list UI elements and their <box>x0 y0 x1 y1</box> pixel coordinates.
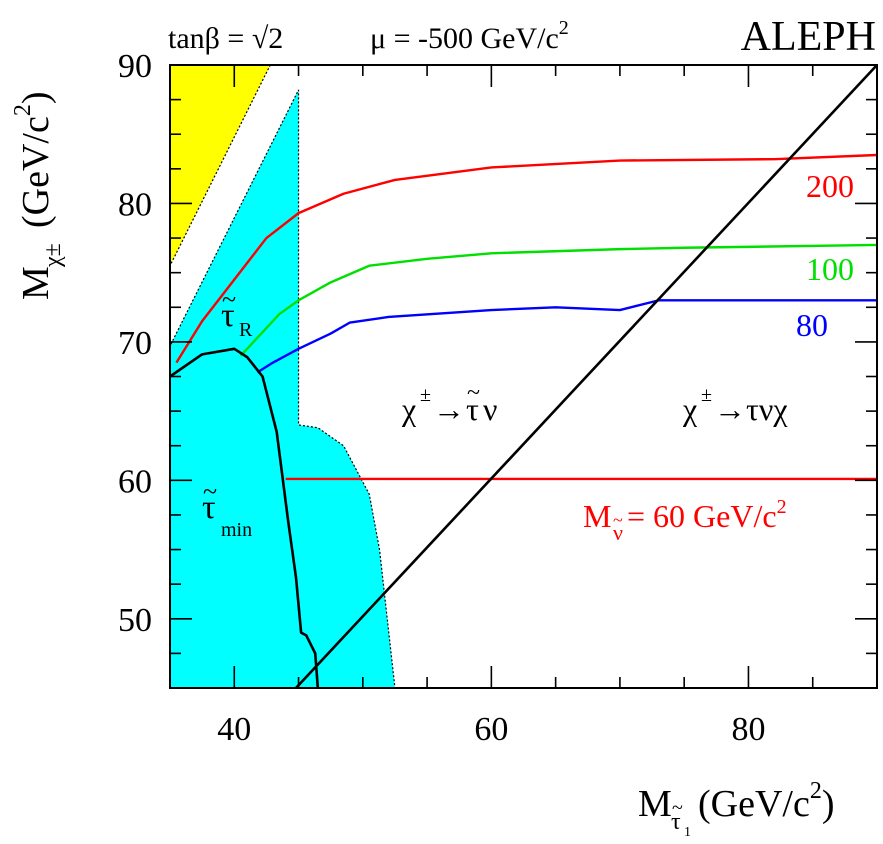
x-tick-label: 80 <box>731 711 765 748</box>
svg-text:ν: ν <box>613 520 623 545</box>
svg-text:(GeV/c2): (GeV/c2) <box>10 92 57 229</box>
chart-params-mu: μ = -500 GeV/c2 <box>370 17 569 55</box>
series-line-200 <box>175 153 877 364</box>
svg-text:~: ~ <box>222 285 236 314</box>
curve-label-80: 80 <box>796 307 828 343</box>
excluded-regions <box>170 65 396 688</box>
region-cyan-excluded <box>170 89 396 688</box>
svg-text:±: ± <box>701 384 712 406</box>
svg-text:τ: τ <box>466 391 479 427</box>
label-decay-to-stau: χ ± → τ ~ ν <box>401 380 497 427</box>
y-tick-label: 60 <box>118 463 152 500</box>
svg-text:τ: τ <box>671 809 681 835</box>
svg-text:±: ± <box>420 384 431 406</box>
svg-text:(GeV/c2): (GeV/c2) <box>698 778 835 825</box>
diagonal-kinematic-limit <box>295 65 877 688</box>
label-decay-three-body: χ ± →τνχ <box>682 384 788 427</box>
label-tau-r: τ ~ R <box>221 285 253 341</box>
svg-text:min: min <box>221 519 252 541</box>
label-tau-min: τ ~ min <box>202 477 252 541</box>
axis-ticks: 40 60 80 50 60 70 80 90 <box>118 48 878 748</box>
x-tick-label: 60 <box>474 711 508 748</box>
svg-text:~: ~ <box>672 797 683 819</box>
svg-text:χ: χ <box>401 391 417 427</box>
x-tick-label: 40 <box>217 711 251 748</box>
svg-text:~: ~ <box>467 380 480 406</box>
y-tick-label: 70 <box>118 325 152 362</box>
region-yellow-excluded <box>170 65 271 267</box>
x-axis-title: M τ ~ 1 (GeV/c2) <box>638 778 835 840</box>
y-tick-label: 90 <box>118 48 152 85</box>
svg-text:1: 1 <box>684 825 691 840</box>
curve-label-60: M ν ~ = 60 GeV/c2 <box>583 496 787 545</box>
series-lines <box>170 65 877 688</box>
svg-text:→τνχ: →τνχ <box>714 391 788 427</box>
svg-text:τ: τ <box>221 297 235 334</box>
svg-text:χ: χ <box>682 391 698 427</box>
y-tick-label: 80 <box>118 186 152 223</box>
svg-text:= 60 GeV/c2: = 60 GeV/c2 <box>627 496 787 534</box>
y-tick-label: 50 <box>118 602 152 639</box>
y-axis-title: M χ± (GeV/c2) <box>10 92 66 301</box>
series-line-80 <box>256 299 877 374</box>
svg-text:M: M <box>638 783 672 825</box>
curve-label-100: 100 <box>806 251 854 287</box>
svg-text:R: R <box>239 319 253 341</box>
svg-text:~: ~ <box>203 477 217 506</box>
series-line-100 <box>239 243 877 357</box>
svg-text:→: → <box>433 391 465 427</box>
svg-text:ν: ν <box>483 391 497 427</box>
chart-params-tanbeta: tanβ = √2 <box>168 22 283 55</box>
svg-text:M: M <box>583 498 611 534</box>
tau-min-boundary <box>170 347 320 688</box>
svg-text:χ±: χ± <box>40 243 66 268</box>
svg-text:M: M <box>15 266 57 300</box>
experiment-label: ALEPH <box>741 14 876 60</box>
curve-label-200: 200 <box>806 168 854 204</box>
svg-text:τ: τ <box>202 489 216 526</box>
svg-text:~: ~ <box>613 510 623 530</box>
